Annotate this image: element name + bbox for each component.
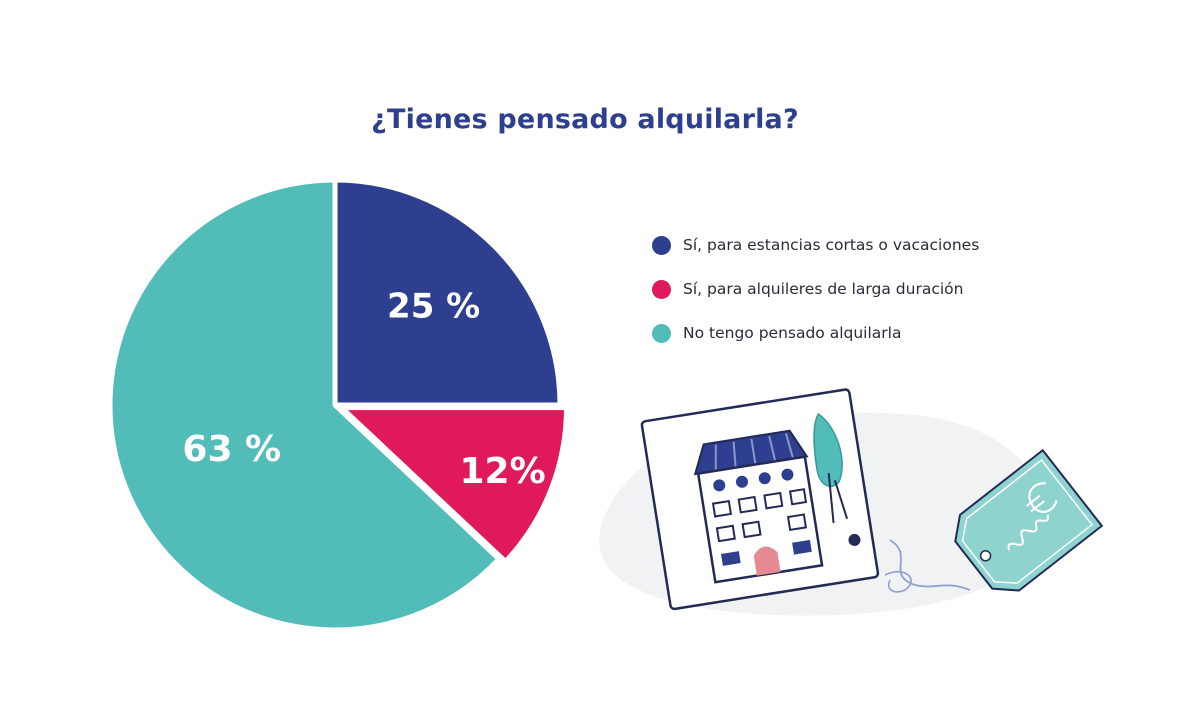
pie-chart: 25 % 12% 63 % [107, 177, 570, 633]
legend-swatch-icon [652, 323, 671, 343]
rental-illustration-icon [599, 388, 1104, 616]
slice-label-3: 63 % [182, 429, 281, 470]
legend-label: Sí, para estancias cortas o vacaciones [683, 236, 980, 254]
slice-label-2: 12% [460, 451, 546, 492]
legend: Sí, para estancias cortas o vacaciones Sí… [652, 230, 979, 362]
legend-label: No tengo pensado alquilarla [683, 324, 902, 342]
legend-item-3: No tengo pensado alquilarla [652, 318, 979, 348]
legend-item-1: Sí, para estancias cortas o vacaciones [652, 230, 979, 260]
legend-label: Sí, para alquileres de larga duración [683, 280, 964, 298]
legend-item-2: Sí, para alquileres de larga duración [652, 274, 979, 304]
euro-icon [1026, 482, 1058, 513]
price-tag-icon [954, 448, 1104, 592]
pie-slice-3 [107, 177, 502, 633]
pie-slice-1 [332, 177, 563, 408]
pie-slice-2 [339, 405, 570, 565]
tree-icon [813, 412, 849, 524]
chart-title: ¿Tienes pensado alquilarla? [371, 104, 799, 135]
legend-swatch-icon [652, 235, 671, 255]
legend-swatch-icon [652, 279, 671, 299]
house-card-icon [640, 388, 880, 611]
slice-label-1: 25 % [387, 286, 480, 326]
